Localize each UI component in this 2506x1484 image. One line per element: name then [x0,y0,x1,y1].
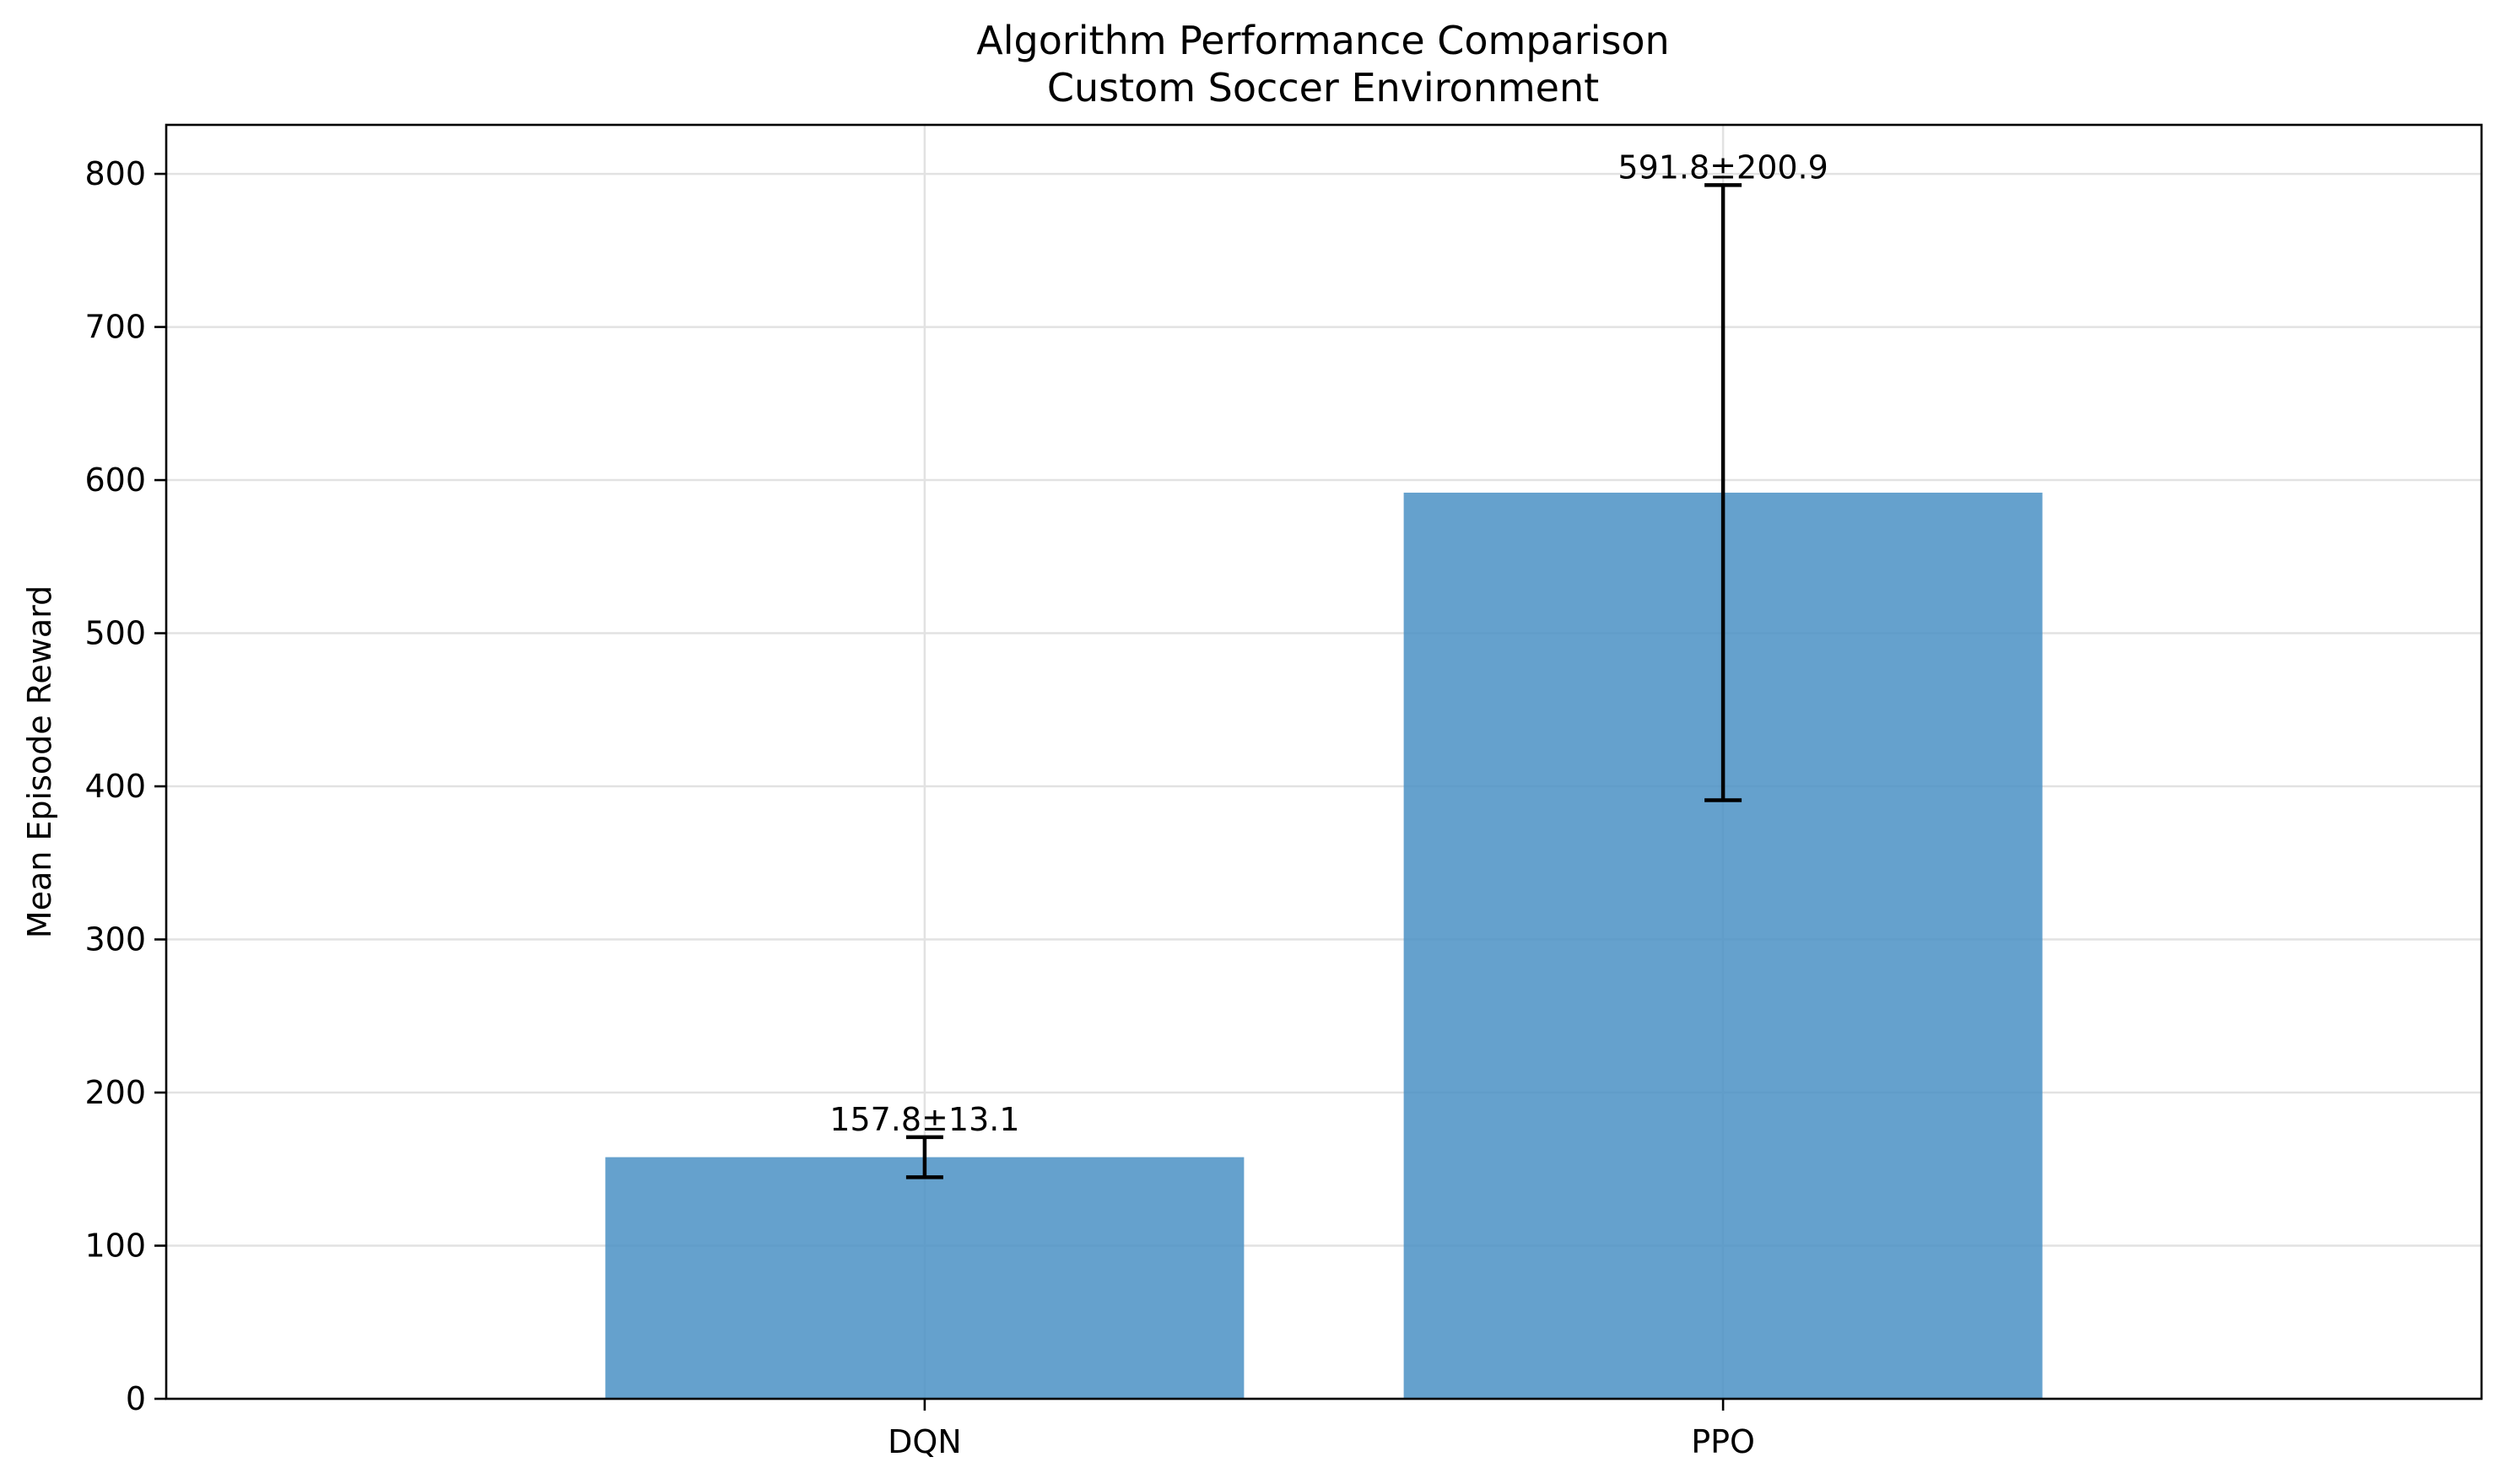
y-tick-label: 300 [84,921,146,958]
y-axis-label: Mean Episode Reward [21,586,58,938]
y-tick-label: 100 [84,1228,146,1265]
y-axis-ticks: 0 100 200 300 400 500 600 700 800 [84,155,166,1417]
error-bar-layer [905,183,1742,1179]
bar-layer [605,492,2043,1399]
data-label-ppo: 591.8±200.9 [1618,148,1828,186]
y-tick-label: 500 [84,615,146,652]
y-tick-label: 0 [126,1380,146,1417]
x-axis-ticks: DQN PPO [888,1399,1755,1460]
data-label-dqn: 157.8±13.1 [829,1101,1019,1138]
data-labels: 157.8±13.1 591.8±200.9 [829,148,1828,1138]
grid-layer [166,125,2482,1400]
y-tick-label: 600 [84,461,146,499]
chart-title: Algorithm Performance Comparison [976,18,1669,63]
y-tick-label: 200 [84,1074,146,1111]
y-tick-label: 800 [84,155,146,192]
chart-subtitle: Custom Soccer Environment [1047,65,1599,111]
y-tick-label: 400 [84,768,146,805]
plot-frame [165,123,2483,1400]
y-tick-label: 700 [84,309,146,346]
x-tick-label: DQN [888,1423,962,1460]
x-tick-label: PPO [1691,1423,1755,1460]
bar-dqn [605,1157,1245,1399]
